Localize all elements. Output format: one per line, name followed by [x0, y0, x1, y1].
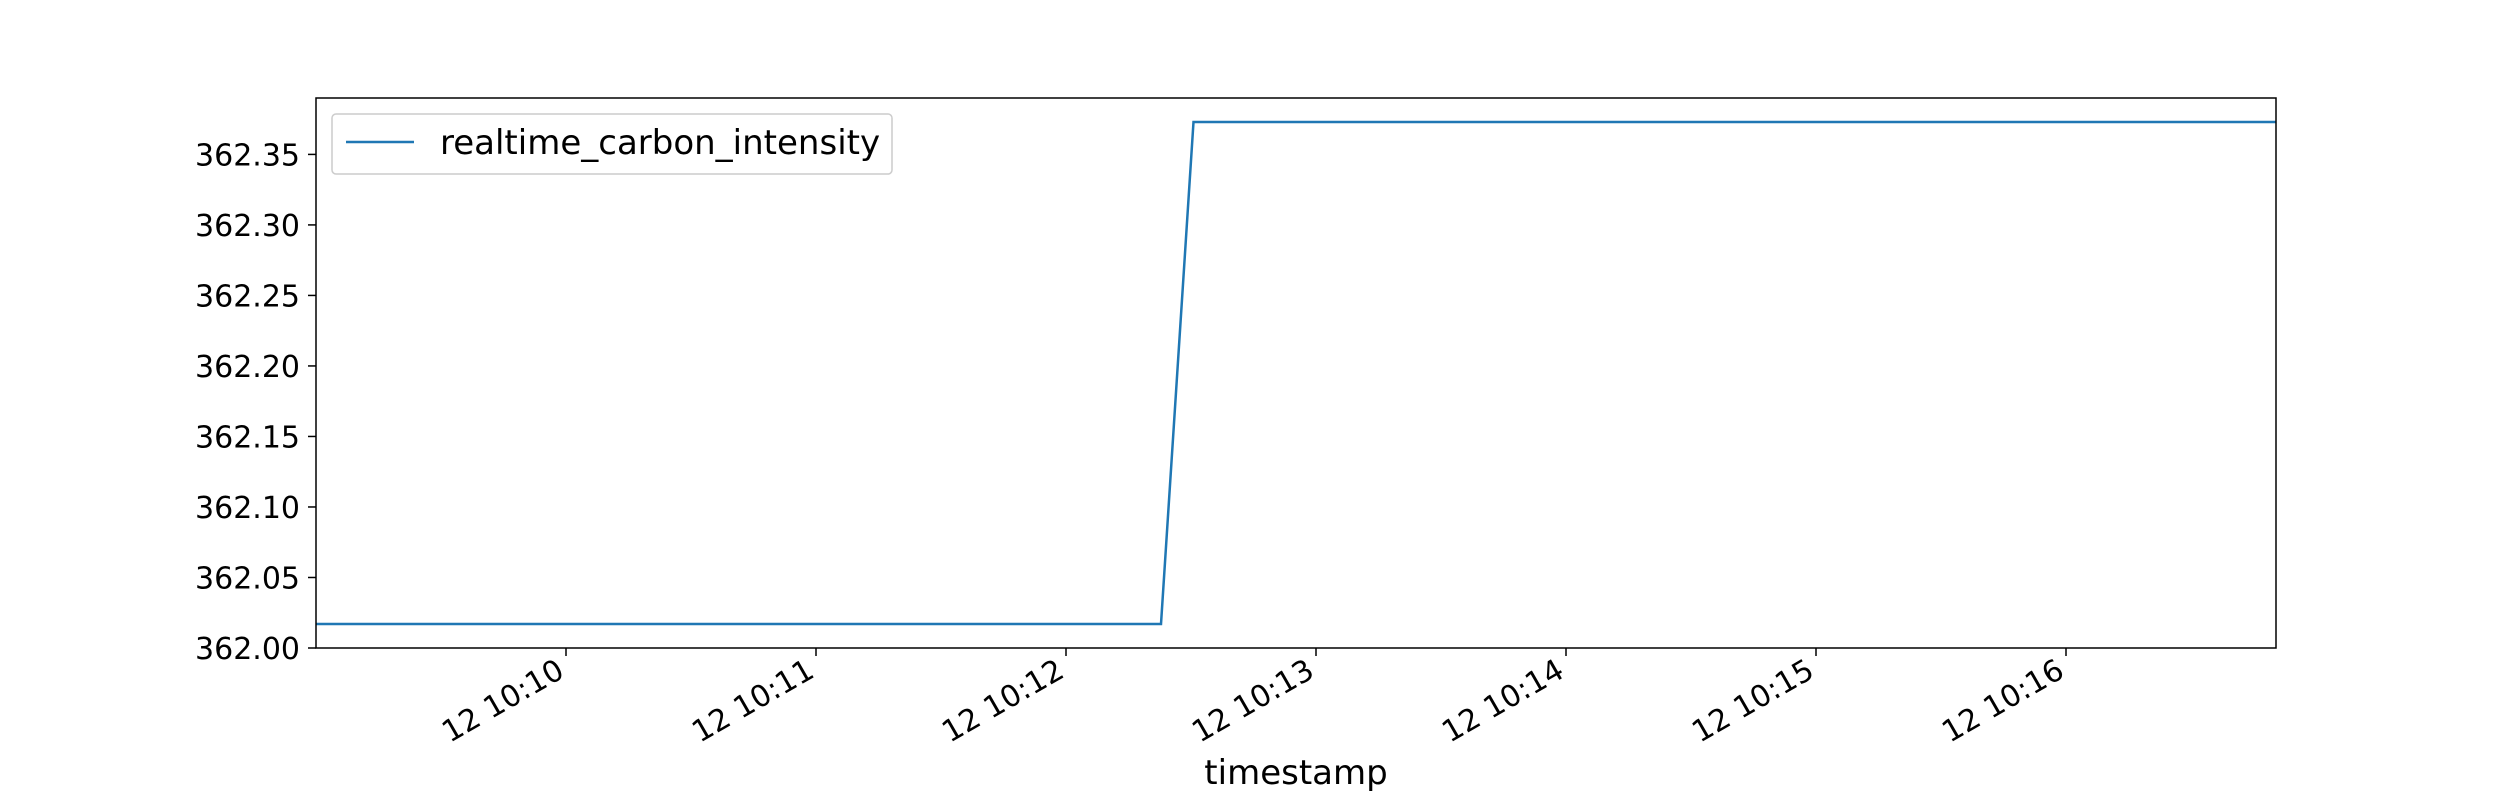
y-tick-label: 362.30	[195, 209, 300, 244]
legend-box	[331, 113, 893, 175]
y-tick-label: 362.10	[195, 491, 300, 526]
plot-frame	[315, 97, 2277, 649]
series-layer	[316, 120, 2276, 626]
series-line-0	[316, 120, 2276, 626]
y-tick-label: 362.35	[195, 138, 300, 173]
x-axis-title: timestamp	[1204, 753, 1387, 793]
y-tick-label: 362.05	[195, 561, 300, 596]
y-tick-label: 362.25	[195, 279, 300, 314]
legend-label-realtime-carbon-intensity: realtime_carbon_intensity	[440, 123, 880, 163]
y-axis: 362.00 362.05 362.10 362.15 362.20 362.25 362.…	[195, 138, 316, 667]
plot-area	[316, 98, 2276, 648]
y-tick-label: 362.20	[195, 350, 300, 385]
legend: realtime_carbon_intensity	[331, 113, 893, 175]
y-tick-label: 362.15	[195, 420, 300, 455]
y-tick-label: 362.00	[195, 632, 300, 667]
